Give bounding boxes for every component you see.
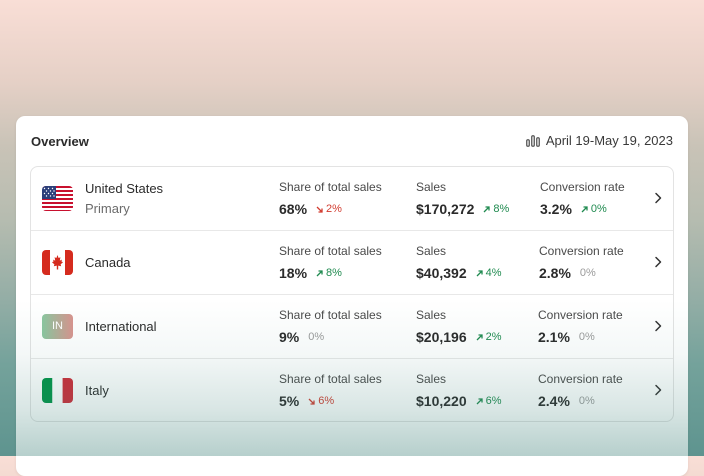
country-subtitle: Primary [85,201,130,216]
country-table: United States Primary Share of total sal… [30,166,674,422]
date-range-label: April 19-May 19, 2023 [545,133,673,148]
conversion-delta: 0% [579,331,595,343]
sales-value: $20,196 [416,329,467,345]
conversion-label: Conversion rate [538,308,623,322]
international-badge-icon: IN [42,314,73,339]
share-delta: 2% [316,203,342,215]
share-metric: Share of total sales 9% 0% [279,308,382,345]
sales-label: Sales [416,244,447,258]
share-metric: Share of total sales 5% 6% [279,372,382,409]
sales-metric: Sales $170,272 8% [416,180,509,217]
share-label: Share of total sales [279,180,382,194]
conversion-delta-value: 0% [578,331,595,343]
conversion-value: 3.2% [540,201,572,217]
sales-delta-value: 6% [485,395,502,407]
country-label: Italy [85,383,109,398]
sales-delta: 6% [476,395,502,407]
share-delta-value: 8% [326,267,342,279]
chevron-right-icon[interactable] [654,384,662,396]
us-flag-icon [42,186,73,211]
sales-value: $170,272 [416,201,475,217]
conversion-metric: Conversion rate 3.2% 0% [540,180,625,217]
arrow-down-right-icon [308,398,315,405]
chevron-right-icon[interactable] [654,192,662,204]
share-value: 9% [279,329,300,345]
country-name: International [85,319,157,334]
sales-metric: Sales $40,392 4% [416,244,502,281]
conversion-delta-value: 0% [590,203,607,215]
conversion-metric: Conversion rate 2.8% 0% [539,244,624,281]
sales-value: $40,392 [416,265,467,281]
sales-metric: Sales $20,196 2% [416,308,502,345]
share-delta: 0% [308,331,324,343]
country-name: Canada [85,255,131,270]
share-value: 68% [279,201,308,217]
country-label: United States [85,181,164,196]
conversion-delta-value: 0% [579,267,596,279]
sales-delta: 4% [476,267,502,279]
share-delta-value: 2% [326,203,342,215]
sales-label: Sales [416,180,447,194]
table-row[interactable]: Canada Share of total sales 18% 8% Sales… [31,230,673,294]
arrow-up-right-icon [476,269,483,276]
share-label: Share of total sales [279,308,382,322]
sales-delta-value: 2% [485,331,502,343]
sales-delta-value: 4% [485,267,502,279]
share-metric: Share of total sales 18% 8% [279,244,382,281]
overview-card: Overview April 19-May 19, 2023 [16,116,688,476]
table-row[interactable]: United States Primary Share of total sal… [31,167,673,230]
conversion-metric: Conversion rate 2.4% 0% [538,372,623,409]
country-label: International [85,319,157,334]
bar-chart-icon [525,134,540,147]
country-label: Canada [85,255,131,270]
arrow-up-right-icon [483,205,491,212]
sales-metric: Sales $10,220 6% [416,372,502,409]
share-value: 5% [279,393,300,409]
arrow-up-right-icon [476,397,483,404]
sales-delta-value: 8% [493,203,510,215]
conversion-label: Conversion rate [539,244,624,258]
chevron-right-icon[interactable] [654,320,662,332]
country-name: Italy [85,383,109,398]
conversion-label: Conversion rate [538,372,623,386]
conversion-value: 2.4% [538,393,570,409]
table-row[interactable]: IN International Share of total sales 9%… [31,294,673,358]
conversion-delta: 0% [579,395,595,407]
chevron-right-icon[interactable] [654,256,662,268]
share-delta-value: 6% [318,395,335,407]
sales-label: Sales [416,308,447,322]
conversion-value: 2.8% [539,265,571,281]
conversion-value: 2.1% [538,329,570,345]
arrow-up-right-icon [316,269,323,276]
arrow-down-right-icon [316,206,323,213]
share-value: 18% [279,265,308,281]
conversion-delta: 0% [581,203,607,215]
table-row[interactable]: Italy Share of total sales 5% 6% Sales $… [31,358,673,421]
card-title: Overview [31,134,89,149]
sales-label: Sales [416,372,447,386]
share-delta-value: 0% [308,331,325,343]
conversion-delta: 0% [580,267,596,279]
sales-delta: 8% [483,203,509,215]
arrow-up-right-icon [476,333,483,340]
share-metric: Share of total sales 68% 2% [279,180,382,217]
country-name: United States Primary [85,181,163,216]
share-delta: 8% [316,267,342,279]
canada-flag-icon [42,250,73,275]
italy-flag-icon [42,378,73,403]
conversion-label: Conversion rate [540,180,625,194]
share-label: Share of total sales [279,372,382,386]
conversion-metric: Conversion rate 2.1% 0% [538,308,623,345]
sales-delta: 2% [476,331,502,343]
share-delta: 6% [308,395,334,407]
conversion-delta-value: 0% [578,395,595,407]
date-range-button[interactable]: April 19-May 19, 2023 [525,133,673,148]
arrow-up-right-icon [581,205,588,212]
sales-value: $10,220 [416,393,467,409]
share-label: Share of total sales [279,244,382,258]
